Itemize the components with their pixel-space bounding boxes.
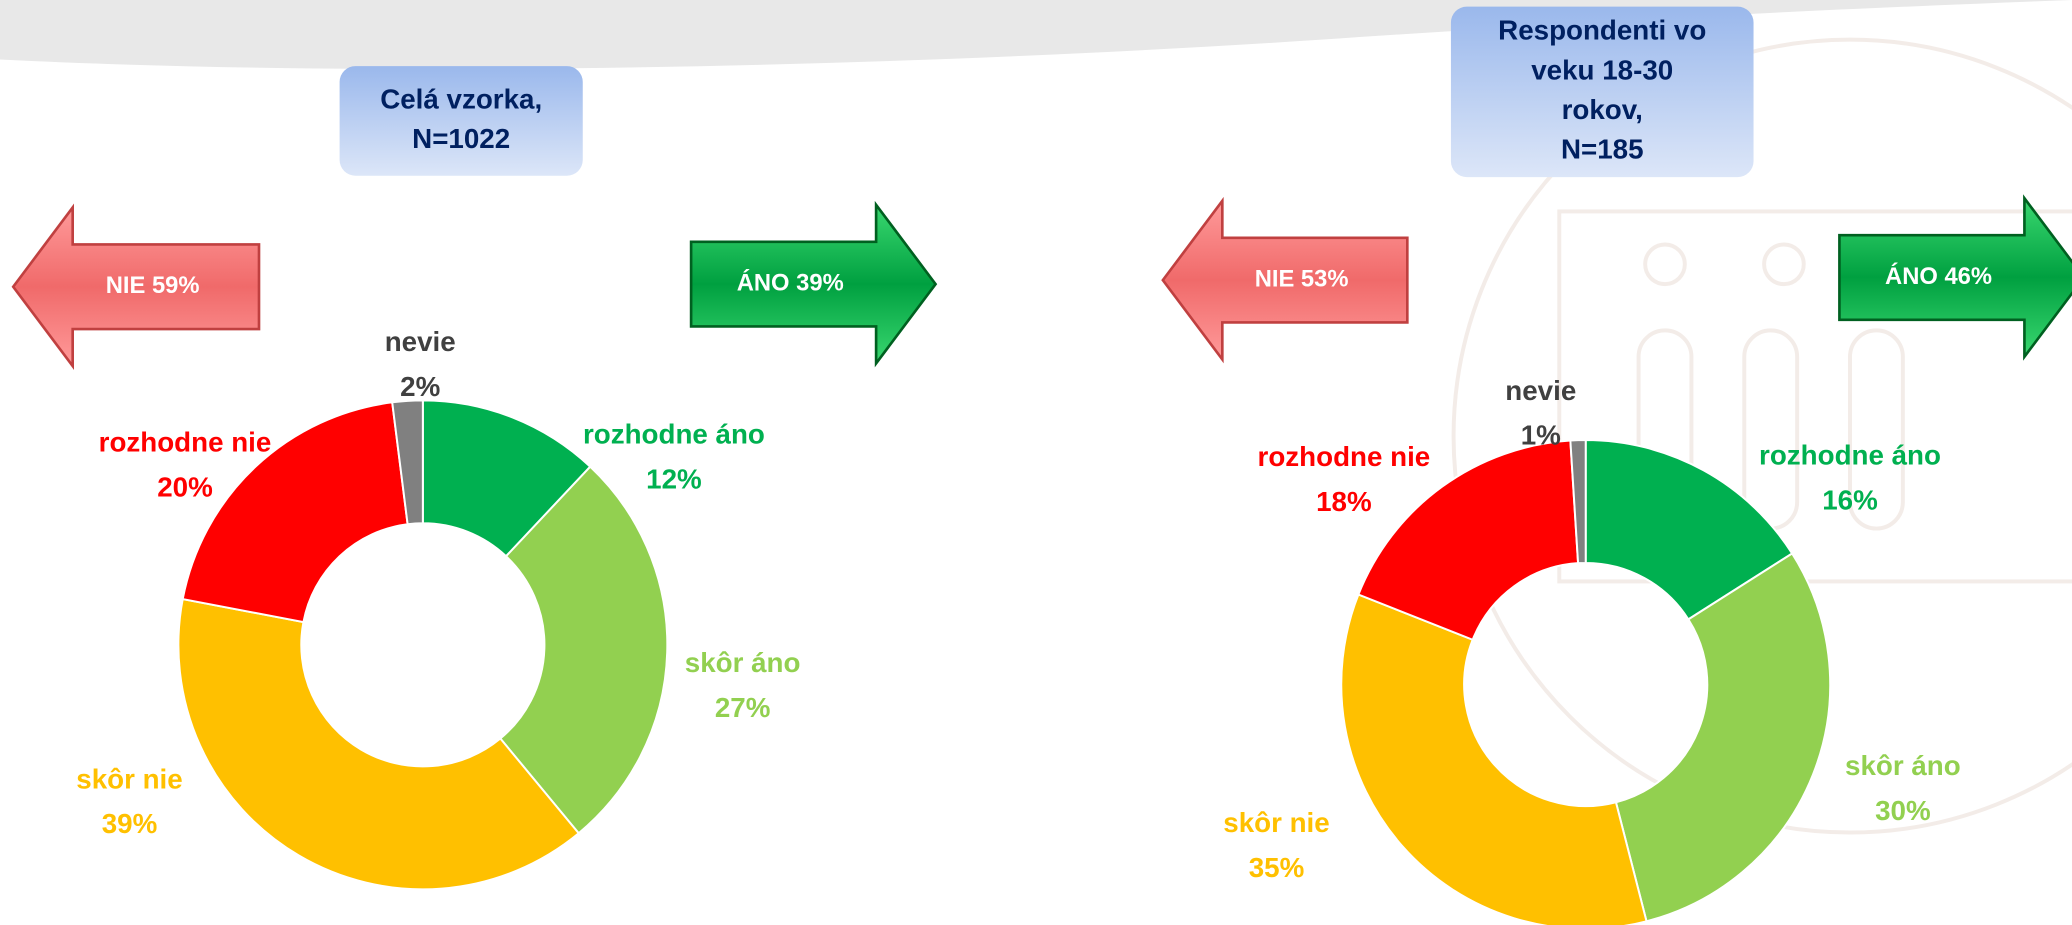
donut-segment	[1569, 439, 1587, 565]
value-label: 16%	[1822, 484, 1878, 515]
title-line: Respondenti vo	[1498, 15, 1706, 46]
value-label: 12%	[646, 463, 702, 494]
value-label: 18%	[1316, 486, 1372, 517]
donut-segment	[421, 399, 592, 558]
donut-segment	[1357, 439, 1580, 642]
category-label: rozhodne nie	[99, 426, 272, 457]
title-line: rokov,	[1562, 94, 1643, 125]
category-label: skôr nie	[1223, 807, 1329, 838]
arrow	[1838, 194, 2072, 361]
arrow	[1161, 196, 1409, 364]
category-label: skôr nie	[76, 763, 182, 794]
title-line: N=1022	[412, 123, 510, 154]
category-label: skôr áno	[685, 647, 801, 678]
donut-segment	[498, 465, 669, 835]
category-label: rozhodne áno	[1759, 440, 1941, 471]
arrow-label: NIE 53%	[1255, 265, 1349, 292]
category-label: rozhodne áno	[583, 418, 765, 449]
category-label: nevie	[385, 326, 456, 357]
category-label: rozhodne nie	[1258, 441, 1431, 472]
donut-segment	[1614, 552, 1832, 923]
value-label: 35%	[1249, 852, 1305, 883]
title-line: Celá vzorka,	[380, 83, 542, 114]
category-label: nevie	[1505, 375, 1576, 406]
donut-segment	[181, 401, 409, 624]
donut-segment	[1340, 593, 1648, 925]
value-label: 39%	[102, 808, 158, 839]
title-box	[1450, 6, 1754, 178]
category-label: skôr áno	[1845, 750, 1961, 781]
value-label: 27%	[715, 692, 771, 723]
title-line: veku 18-30	[1531, 54, 1673, 85]
donut-segment	[177, 597, 581, 891]
arrow-label: ÁNO 39%	[737, 268, 844, 296]
donut-segment	[1584, 439, 1794, 621]
arrow	[689, 200, 938, 368]
arrow-label: ÁNO 46%	[1885, 262, 1992, 290]
value-label: 2%	[400, 371, 440, 402]
title-box	[339, 66, 583, 176]
arrow-label: NIE 59%	[106, 272, 200, 299]
donut-segment	[391, 399, 424, 526]
title-line: N=185	[1561, 134, 1644, 165]
header-band	[0, 0, 2072, 70]
value-label: 20%	[157, 471, 213, 502]
value-label: 30%	[1875, 795, 1931, 826]
value-label: 1%	[1521, 420, 1561, 451]
arrow	[11, 203, 261, 370]
